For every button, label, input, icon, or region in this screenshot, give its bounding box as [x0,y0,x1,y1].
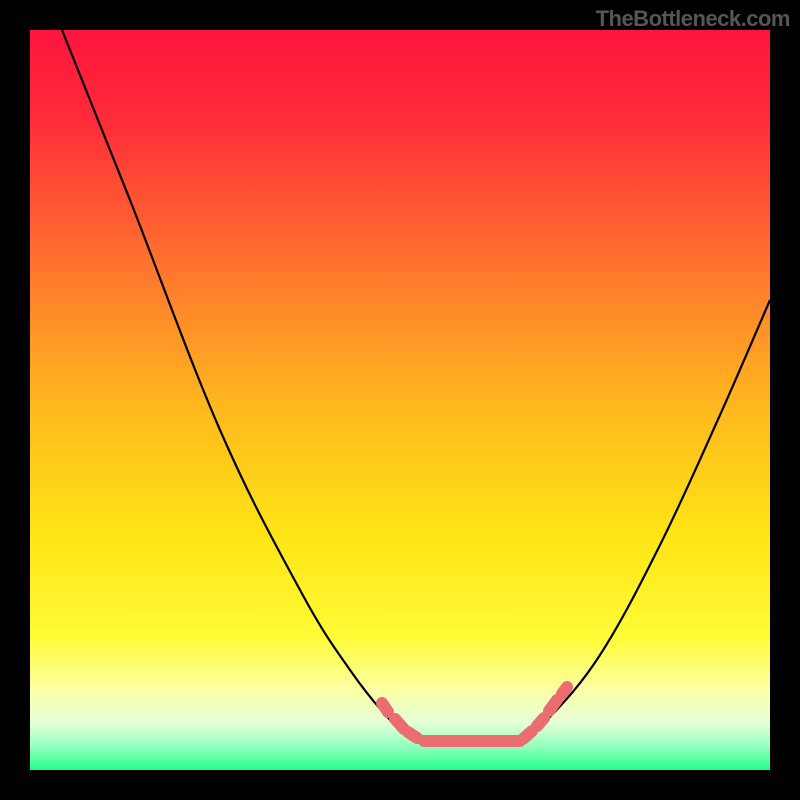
gradient-background [30,30,770,770]
watermark-text: TheBottleneck.com [596,6,790,32]
optimum-marker-segment [382,703,388,712]
bottleneck-chart [30,30,770,770]
optimum-marker-segment [408,732,417,738]
optimum-marker-segment [562,687,567,694]
optimum-marker-segment [537,718,544,726]
optimum-marker-segment [549,700,557,711]
optimum-marker-segment [395,719,404,729]
optimum-marker-segment [523,731,532,739]
